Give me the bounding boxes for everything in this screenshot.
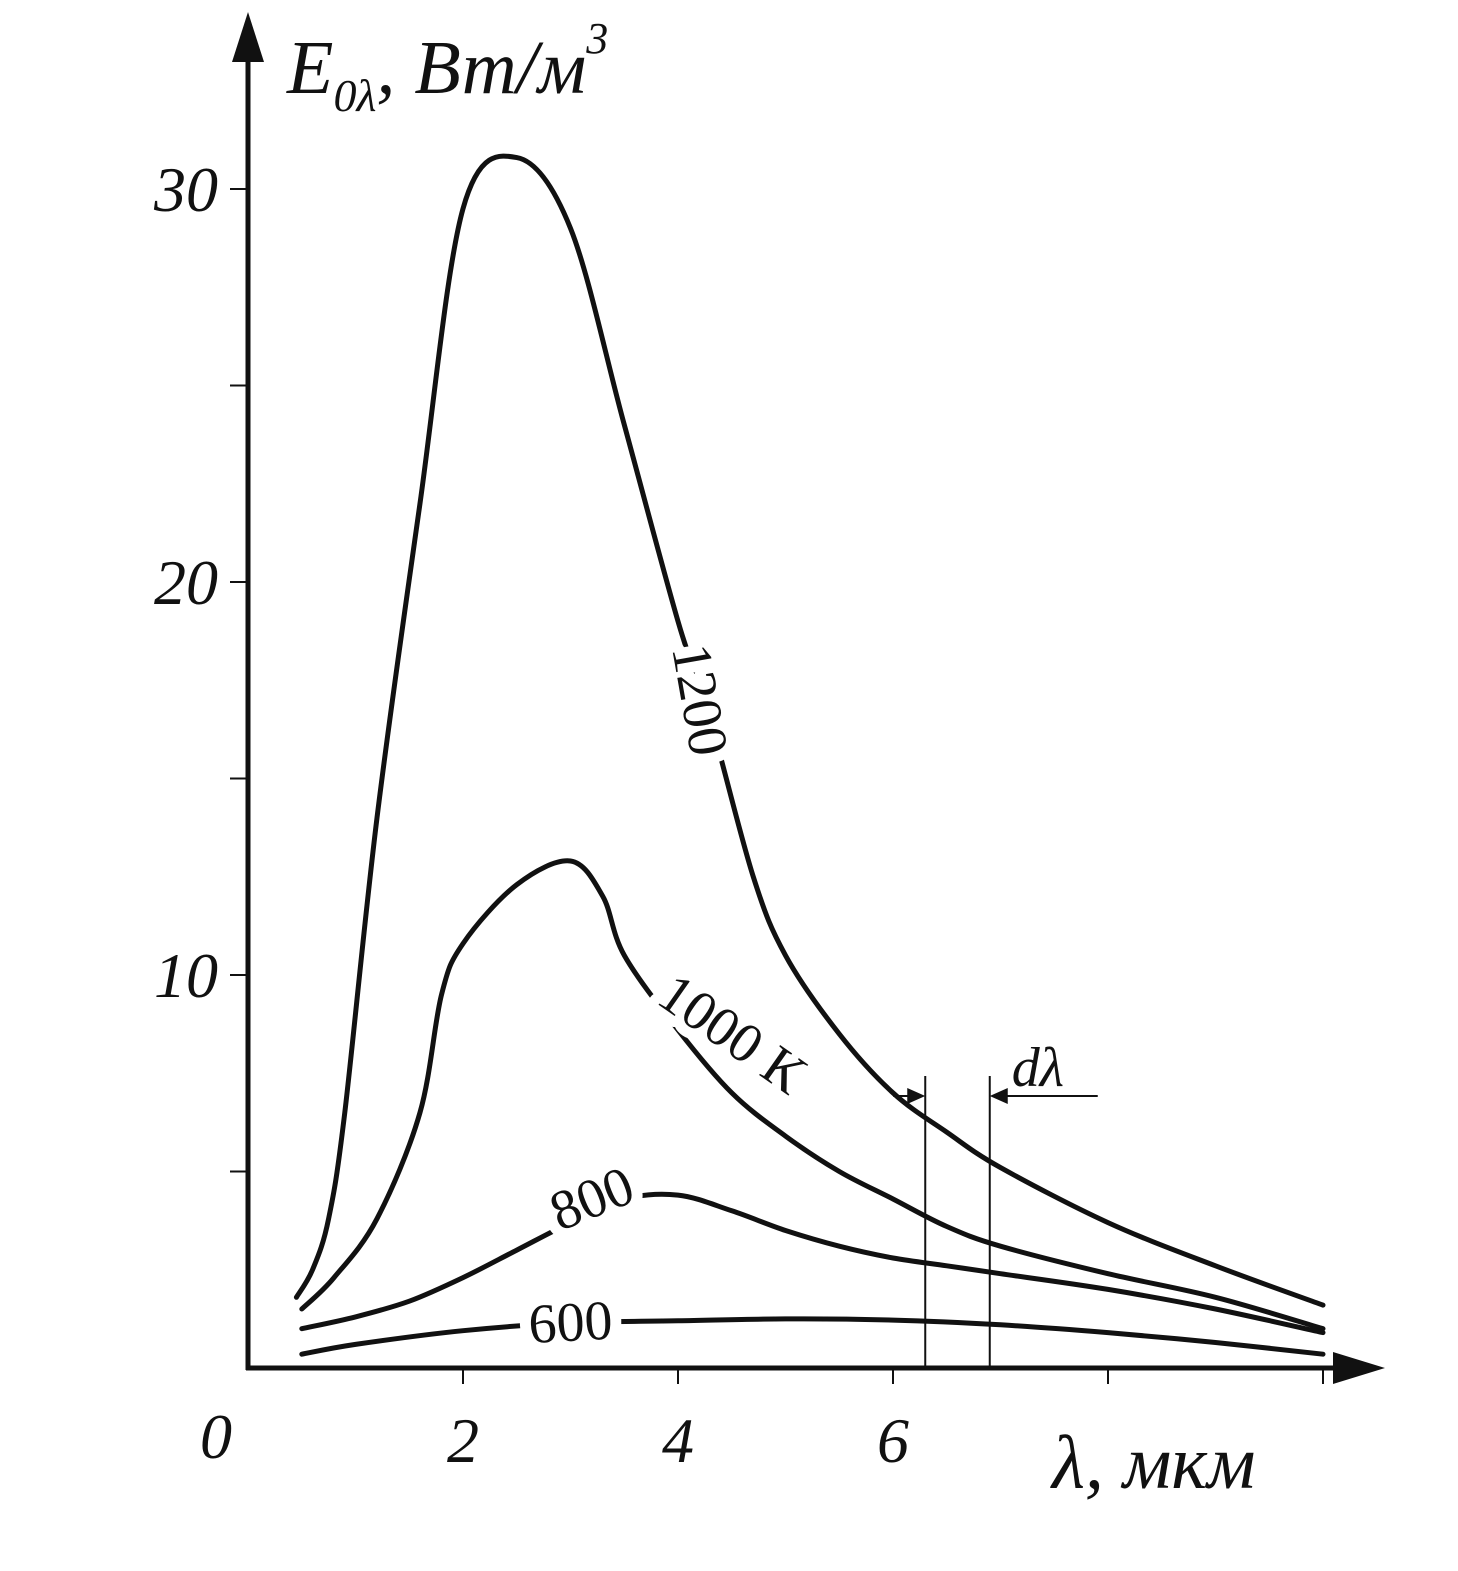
x-tick-label: 2 xyxy=(447,1405,479,1476)
series-label: 1200 xyxy=(659,639,740,760)
y-tick-label: 10 xyxy=(154,940,218,1011)
x-ticks xyxy=(462,1368,1324,1384)
x-tick-labels: 2 4 6 xyxy=(447,1405,909,1476)
y-axis-title-unit: Вт/м xyxy=(414,26,586,110)
series-line xyxy=(299,858,1326,1332)
series-layer xyxy=(293,153,1326,1357)
series-label-halo: 600 xyxy=(527,1290,614,1356)
series-line xyxy=(299,1191,1326,1336)
y-axis-arrow xyxy=(232,12,264,62)
y-tick-label: 30 xyxy=(153,154,218,225)
x-axis-arrow xyxy=(1333,1352,1385,1384)
y-axis-title: E0λ, Вт/м3 xyxy=(286,14,608,121)
d-lambda-annotation: dλ xyxy=(893,1037,1098,1368)
d-lambda-label: dλ xyxy=(1012,1037,1064,1099)
series-label: 1000 К xyxy=(647,962,817,1107)
y-axis-title-sep: , xyxy=(376,26,414,110)
x-axis-title: λ, мкм xyxy=(1050,1421,1255,1505)
d-lambda-left-arrowhead xyxy=(907,1088,926,1104)
x-tick-label: 6 xyxy=(877,1405,909,1476)
y-axis-title-sub: 0λ xyxy=(333,70,376,121)
y-tick-label: 20 xyxy=(154,547,218,618)
x-tick-label: 4 xyxy=(662,1405,694,1476)
d-lambda-right-arrowhead xyxy=(989,1088,1008,1104)
y-axis-title-main: E xyxy=(286,26,333,110)
y-tick-labels: 10 20 30 xyxy=(153,154,218,1011)
svg-text:E0λ, Вт/м3: E0λ, Вт/м3 xyxy=(286,14,608,121)
y-ticks xyxy=(230,188,248,1173)
y-axis-title-sup: 3 xyxy=(585,14,608,63)
series-label: 600 xyxy=(527,1290,614,1356)
origin-label: 0 xyxy=(200,1401,232,1472)
series-line xyxy=(293,153,1326,1308)
series-line xyxy=(299,1316,1326,1357)
chart-axes xyxy=(232,12,1385,1384)
